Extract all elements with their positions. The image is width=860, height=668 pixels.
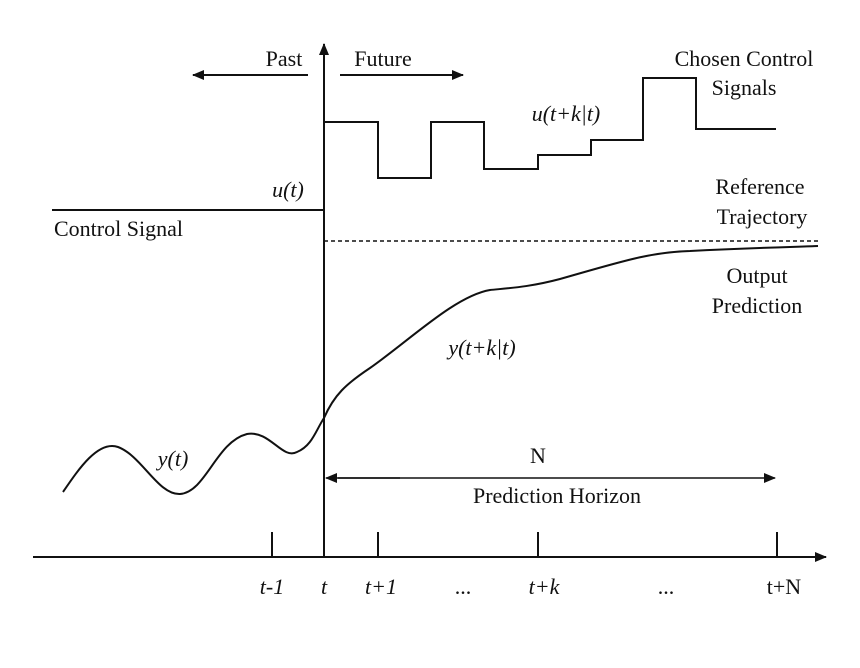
output-label-2: Prediction <box>712 293 802 318</box>
tick-label: t+k <box>529 574 561 599</box>
y-future-label: y(t+k|t) <box>446 335 515 360</box>
chosen-control-signals <box>324 77 776 179</box>
output-label-1: Output <box>726 263 787 288</box>
horizon-n-label: N <box>530 443 546 468</box>
reference-label-1: Reference <box>715 174 804 199</box>
tick-label: t+N <box>767 574 802 599</box>
u-future-label: u(t+k|t) <box>532 101 601 126</box>
tick-label: ... <box>455 574 472 599</box>
chosen-control-label-2: Signals <box>712 75 777 100</box>
past-output-curve <box>62 417 325 496</box>
control-signal-label: Control Signal <box>54 216 183 241</box>
tick-label: t-1 <box>260 574 284 599</box>
prediction-horizon-label: Prediction Horizon <box>473 483 641 508</box>
tick-label: t <box>321 574 328 599</box>
tick-label: t+1 <box>365 574 397 599</box>
reference-label-2: Trajectory <box>717 204 808 229</box>
output-prediction-curve <box>323 245 819 419</box>
u-t-label: u(t) <box>272 177 304 202</box>
future-label: Future <box>354 46 411 71</box>
chosen-control-label-1: Chosen Control <box>675 46 814 71</box>
tick-label: ... <box>658 574 675 599</box>
y-t-label: y(t) <box>156 446 189 471</box>
past-label: Past <box>266 46 303 71</box>
